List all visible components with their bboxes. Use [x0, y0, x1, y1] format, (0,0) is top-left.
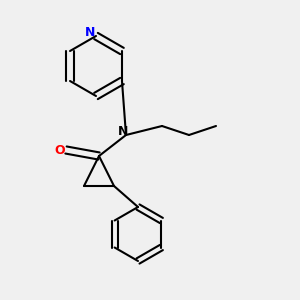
Text: N: N — [85, 26, 95, 40]
Text: N: N — [118, 125, 128, 139]
Text: O: O — [55, 143, 65, 157]
